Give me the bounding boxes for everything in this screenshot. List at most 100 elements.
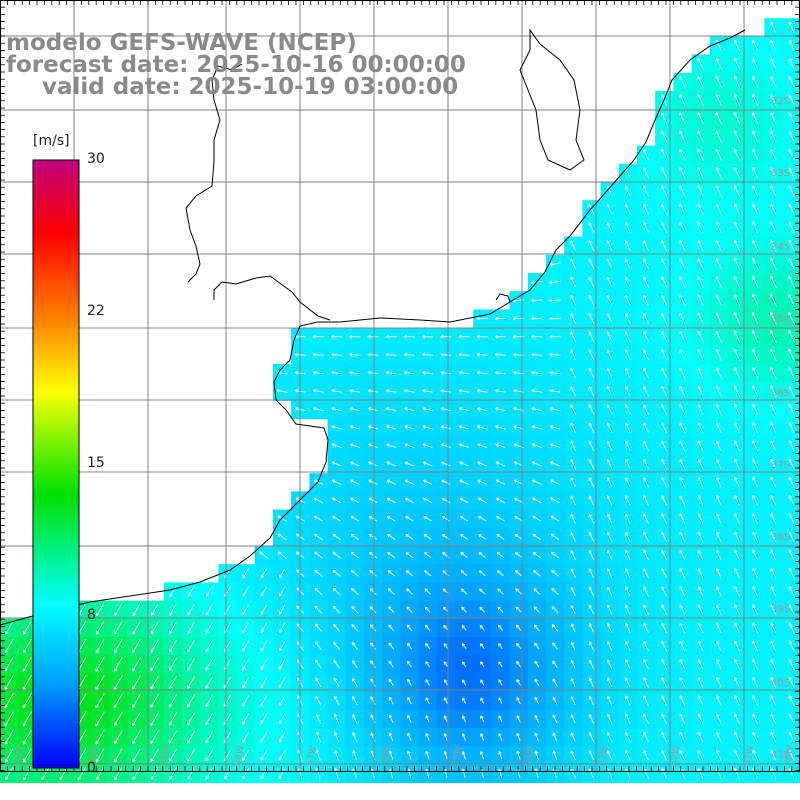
wind-arrow bbox=[733, 348, 741, 361]
wind-arrow bbox=[752, 75, 759, 88]
wind-arrow bbox=[624, 404, 631, 415]
wind-arrow bbox=[697, 385, 704, 397]
wind-arrow bbox=[661, 404, 668, 415]
colorbar bbox=[32, 159, 80, 769]
wind-arrow bbox=[752, 604, 759, 615]
wind-arrow bbox=[697, 276, 704, 288]
wind-arrow bbox=[531, 407, 543, 412]
wind-arrow bbox=[477, 479, 487, 485]
field-cell bbox=[782, 273, 800, 292]
wind-arrow bbox=[422, 334, 434, 339]
wind-arrow bbox=[734, 422, 740, 434]
wind-arrow bbox=[314, 605, 323, 614]
wind-arrow bbox=[788, 239, 795, 252]
wind-arrow bbox=[441, 497, 451, 504]
wind-arrow bbox=[367, 388, 379, 393]
wind-arrow bbox=[549, 370, 561, 375]
wind-arrow bbox=[313, 407, 324, 412]
wind-arrow bbox=[606, 294, 613, 306]
wind-arrow bbox=[332, 569, 341, 577]
wind-arrow bbox=[367, 370, 379, 375]
wind-arrow bbox=[497, 606, 504, 613]
wind-arrow bbox=[643, 549, 649, 561]
wind-arrow bbox=[369, 587, 377, 595]
wind-arrow bbox=[570, 440, 576, 451]
wind-arrow bbox=[697, 495, 704, 506]
field-cell bbox=[782, 345, 800, 365]
wind-arrow bbox=[697, 403, 704, 415]
wind-arrow bbox=[440, 370, 452, 375]
wind-arrow bbox=[242, 586, 249, 597]
wind-arrow bbox=[770, 385, 777, 398]
wind-arrow bbox=[752, 549, 759, 561]
wind-arrow bbox=[532, 551, 541, 559]
wind-arrow bbox=[606, 222, 613, 233]
wind-arrow bbox=[496, 570, 504, 577]
wind-arrow bbox=[606, 313, 613, 324]
wind-arrow bbox=[751, 330, 759, 343]
wind-arrow bbox=[770, 94, 777, 106]
wind-arrow bbox=[715, 57, 722, 70]
wind-arrow bbox=[477, 443, 488, 449]
wind-arrow bbox=[422, 443, 433, 448]
wind-arrow bbox=[624, 349, 631, 361]
wind-arrow bbox=[643, 458, 649, 470]
wind-arrow bbox=[350, 479, 360, 485]
field-cell bbox=[782, 764, 800, 784]
wind-arrow bbox=[532, 479, 542, 485]
lat-label: 37S bbox=[771, 460, 790, 471]
wind-arrow bbox=[697, 130, 704, 143]
wind-arrow bbox=[368, 515, 378, 522]
wind-arrow bbox=[715, 586, 722, 597]
wind-arrow bbox=[770, 440, 777, 452]
wind-arrow bbox=[733, 185, 741, 197]
field-cell bbox=[782, 691, 800, 711]
wind-arrow bbox=[697, 422, 704, 433]
wind-arrow bbox=[332, 497, 342, 504]
wind-arrow bbox=[514, 515, 524, 522]
field-cell bbox=[782, 145, 800, 165]
wind-arrow bbox=[314, 533, 323, 541]
wind-arrow bbox=[312, 334, 325, 339]
wind-arrow bbox=[679, 567, 686, 579]
wind-arrow bbox=[368, 461, 378, 467]
wind-arrow bbox=[751, 275, 759, 289]
wind-arrow bbox=[349, 461, 360, 467]
wind-arrow bbox=[549, 262, 561, 267]
wind-arrow bbox=[661, 185, 668, 197]
wind-arrow bbox=[606, 550, 613, 560]
wind-arrow bbox=[96, 603, 104, 617]
wind-arrow bbox=[570, 331, 577, 342]
wind-arrow bbox=[734, 586, 740, 597]
wind-arrow bbox=[570, 568, 576, 578]
wind-arrow bbox=[367, 352, 379, 357]
wind-arrow bbox=[423, 479, 433, 485]
wind-arrow bbox=[423, 497, 433, 504]
field-cell bbox=[782, 436, 800, 456]
wind-arrow bbox=[624, 331, 631, 342]
wind-arrow bbox=[734, 531, 740, 543]
wind-arrow bbox=[606, 349, 613, 361]
wind-arrow bbox=[312, 370, 324, 375]
wind-arrow bbox=[570, 349, 577, 361]
wind-arrow bbox=[476, 388, 488, 393]
wind-arrow bbox=[476, 352, 488, 357]
wind-arrow bbox=[424, 606, 431, 613]
wind-arrow bbox=[751, 312, 759, 325]
wind-arrow bbox=[788, 21, 795, 33]
wind-arrow bbox=[697, 330, 704, 343]
field-cell bbox=[782, 491, 800, 511]
wind-arrow bbox=[679, 586, 686, 597]
field-cell bbox=[782, 127, 800, 147]
field-cell bbox=[782, 364, 800, 383]
wind-arrow bbox=[368, 497, 378, 504]
wind-arrow bbox=[661, 495, 668, 506]
lat-label: 40S bbox=[771, 678, 790, 689]
field-cell bbox=[782, 327, 800, 347]
wind-arrow bbox=[788, 549, 795, 561]
wind-arrow bbox=[679, 294, 686, 306]
field-cell bbox=[782, 637, 800, 656]
wind-arrow bbox=[588, 203, 595, 215]
wind-arrow bbox=[697, 75, 704, 88]
wind-arrow bbox=[770, 221, 777, 234]
